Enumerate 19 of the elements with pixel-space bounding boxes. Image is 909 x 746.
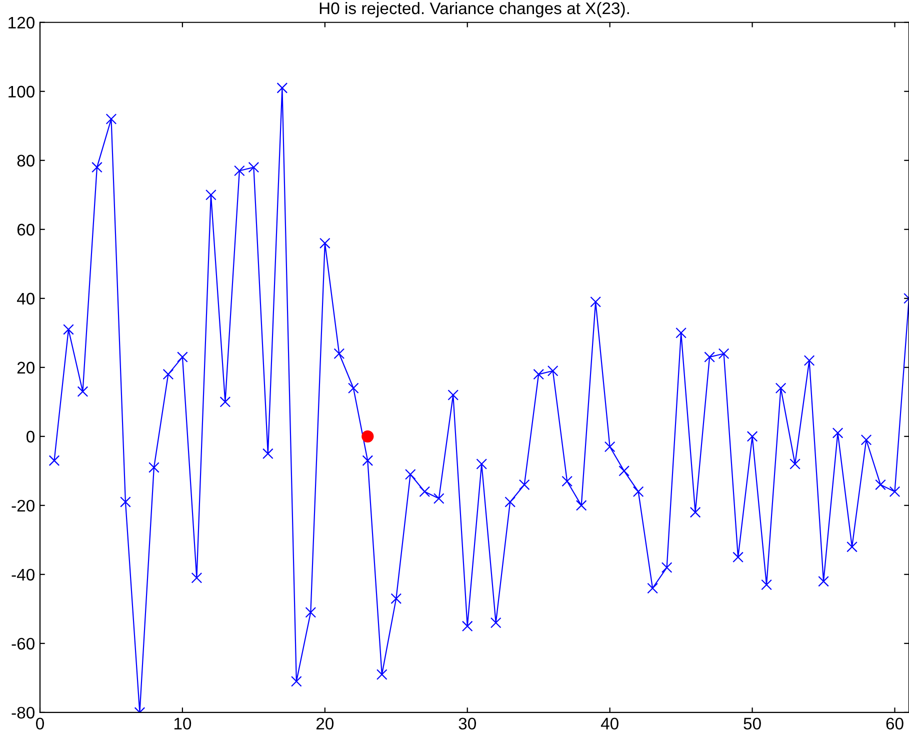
y-tick-label: -20 bbox=[12, 500, 34, 512]
y-tick-label: -40 bbox=[12, 568, 34, 581]
x-tick-label: 30 bbox=[458, 718, 476, 730]
x-tick-label: 40 bbox=[600, 718, 618, 730]
x-tick-label: 10 bbox=[174, 718, 192, 730]
x-tick-label: 60 bbox=[886, 718, 904, 730]
x-tick-label: 50 bbox=[744, 718, 761, 730]
y-tick-label: 100 bbox=[8, 86, 34, 98]
y-tick-label: 40 bbox=[16, 292, 34, 305]
y-tick-label: -80 bbox=[12, 706, 34, 719]
y-tick-label: 20 bbox=[17, 362, 34, 374]
y-tick-label: 80 bbox=[17, 154, 34, 167]
y-tick-label: -60 bbox=[12, 638, 34, 650]
y-tick-label: 0 bbox=[26, 430, 34, 443]
y-tick-label: 120 bbox=[8, 16, 34, 29]
y-tick-label: 60 bbox=[17, 224, 34, 236]
x-tick-label: 20 bbox=[316, 718, 334, 730]
chart-title: H0 is rejected. Variance changes at X(23). bbox=[320, 2, 629, 18]
x-tick-label: 0 bbox=[36, 718, 44, 730]
